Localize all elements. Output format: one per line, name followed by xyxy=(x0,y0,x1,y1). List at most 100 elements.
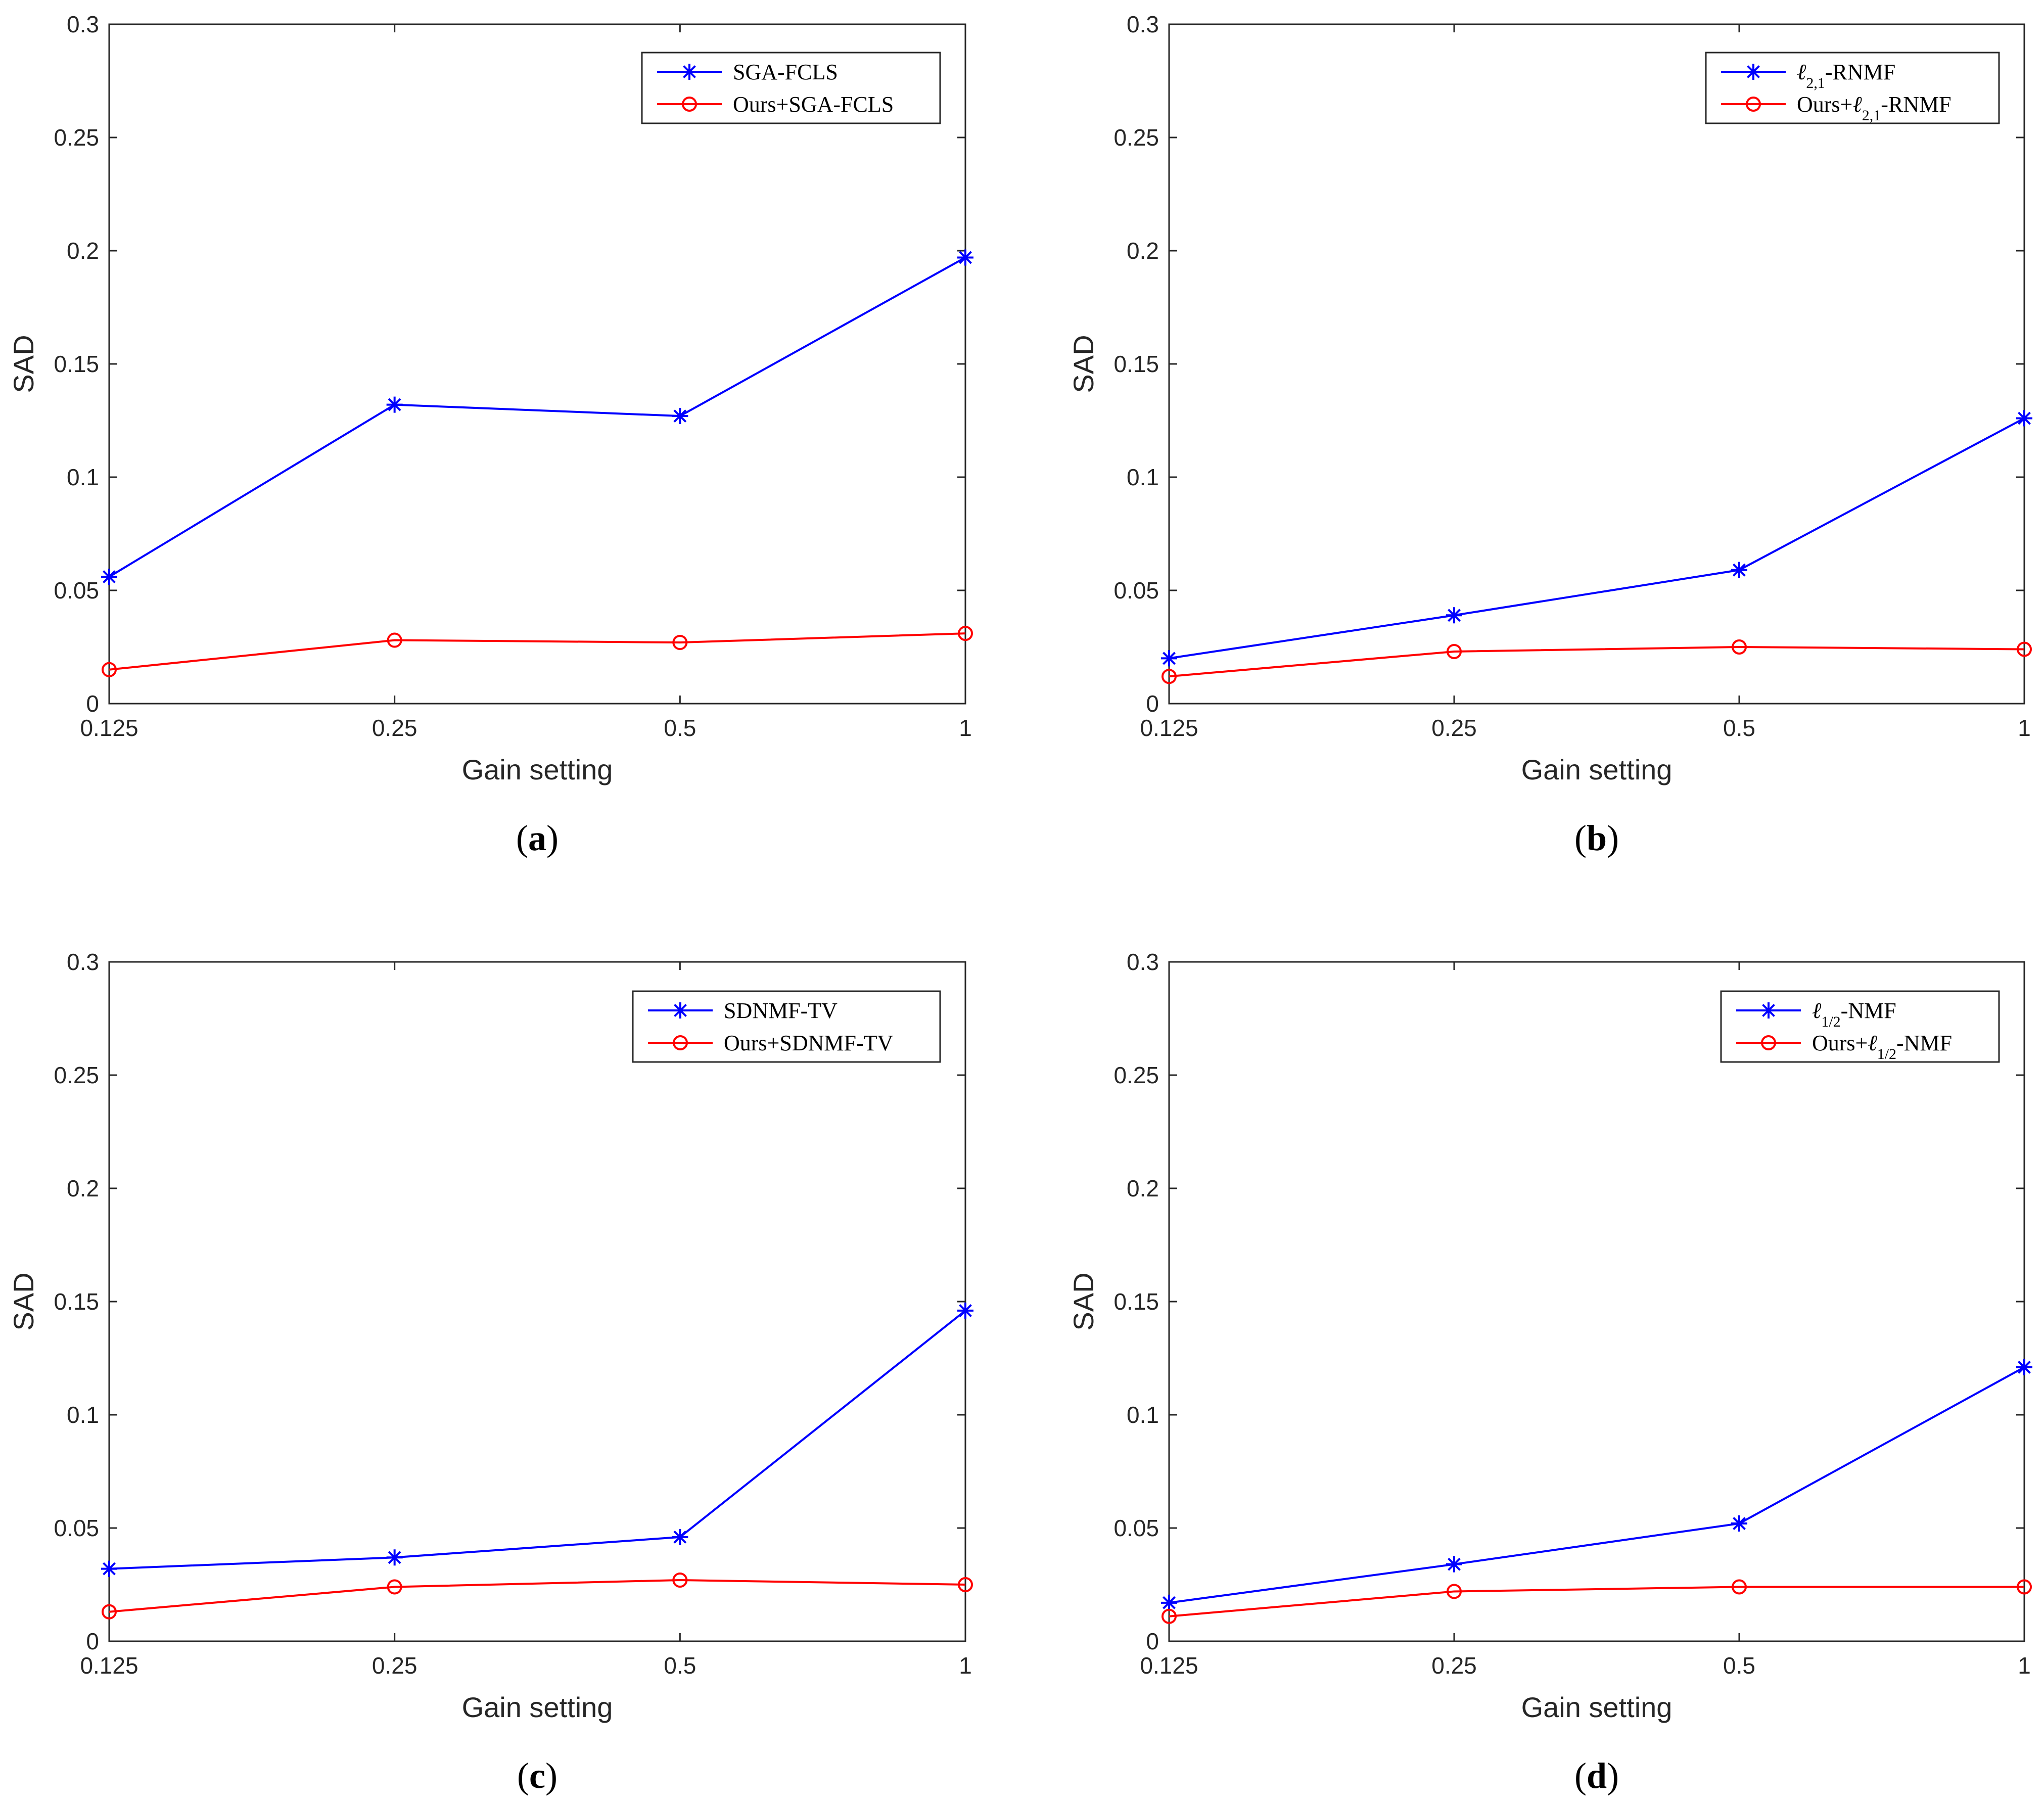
y-tick-label: 0.25 xyxy=(54,124,99,151)
x-tick-label: 0.5 xyxy=(1723,715,1755,741)
legend-entry: Ours+SGA-FCLS xyxy=(733,92,894,117)
legend-marker xyxy=(673,1035,688,1050)
series-line xyxy=(109,1579,966,1613)
data-point xyxy=(1446,1556,1462,1573)
x-tick-label: 0.25 xyxy=(1431,1652,1477,1679)
data-point xyxy=(102,1604,117,1620)
y-tick-label: 0.3 xyxy=(67,11,99,37)
legend-box xyxy=(632,990,941,1063)
y-axis-label: SAD xyxy=(1067,1272,1099,1330)
x-tick-label: 0.25 xyxy=(1431,715,1477,741)
axes-box xyxy=(1168,961,2025,1642)
series-line xyxy=(109,632,966,671)
series-method xyxy=(101,249,973,585)
data-point xyxy=(2016,410,2032,427)
y-tick-label: 0.1 xyxy=(1127,464,1159,490)
legend-entry: Ours+SDNMF-TV xyxy=(724,1031,894,1055)
data-point xyxy=(672,1573,688,1588)
data-point xyxy=(958,1577,973,1592)
data-point xyxy=(102,662,117,677)
x-axis-label: Gain setting xyxy=(1521,1691,1673,1723)
data-point xyxy=(1732,1579,1747,1595)
x-tick-label: 0.5 xyxy=(664,1652,696,1679)
y-axis-label: SAD xyxy=(8,335,39,393)
chart-panel-d: 0 0.05 0.1 0.15 0.2 0.25 0.3 0.125 0.25 0.5 1 Gain … xyxy=(1067,949,2032,1796)
series-line xyxy=(1169,645,2025,678)
y-tick-label: 0.05 xyxy=(1113,1515,1159,1541)
legend-entry: ℓ2,1-RNMF xyxy=(1797,60,1895,91)
legend-marker xyxy=(681,64,698,80)
series-line xyxy=(1169,417,2025,660)
y-tick-label: 0.3 xyxy=(1127,949,1159,975)
y-tick-label: 0 xyxy=(1146,690,1159,717)
series-ours xyxy=(102,1573,973,1620)
y-tick-label: 0.25 xyxy=(1113,124,1159,151)
data-point xyxy=(1446,607,1462,624)
x-tick-label: 1 xyxy=(2018,1652,2031,1679)
series-ours xyxy=(1162,639,2032,684)
y-tick-label: 0 xyxy=(86,690,99,717)
y-axis-label: SAD xyxy=(1067,335,1099,393)
data-point xyxy=(1447,1584,1462,1599)
y-tick-label: 0.2 xyxy=(1127,238,1159,264)
data-point xyxy=(101,1560,117,1577)
y-tick-label: 0.05 xyxy=(54,1515,99,1541)
x-tick-label: 1 xyxy=(959,715,972,741)
data-point xyxy=(386,396,403,413)
legend-marker xyxy=(1761,1035,1776,1050)
chart-panel-b: 0 0.05 0.1 0.15 0.2 0.25 0.3 0.125 0.25 0.5 1 Gain … xyxy=(1067,11,2032,858)
x-tick-label: 0.5 xyxy=(1723,1652,1755,1679)
panel-caption: (a) xyxy=(516,818,559,858)
y-tick-label: 0 xyxy=(1146,1628,1159,1654)
legend-marker xyxy=(672,1002,688,1019)
data-point xyxy=(1161,1594,1177,1611)
x-tick-label: 0.125 xyxy=(80,715,138,741)
y-tick-label: 0.15 xyxy=(1113,351,1159,377)
panel-caption: (d) xyxy=(1574,1755,1619,1796)
x-tick-label: 0.25 xyxy=(372,1652,417,1679)
data-point xyxy=(387,632,402,648)
x-axis-label: Gain setting xyxy=(462,754,613,785)
data-point xyxy=(1447,643,1462,659)
x-axis-label: Gain setting xyxy=(462,1691,613,1723)
panel-caption: (b) xyxy=(1574,818,1619,858)
y-tick-label: 0.2 xyxy=(67,1175,99,1201)
series-method xyxy=(1161,1359,2032,1611)
data-point xyxy=(386,1549,403,1566)
y-tick-label: 0.3 xyxy=(67,949,99,975)
data-point xyxy=(2017,641,2032,657)
y-tick-label: 0.05 xyxy=(1113,577,1159,604)
legend-marker xyxy=(1746,97,1761,112)
axes-box xyxy=(108,23,966,705)
data-point xyxy=(101,569,117,585)
data-point xyxy=(2017,1579,2032,1595)
y-tick-label: 0.15 xyxy=(54,351,99,377)
y-tick-label: 0.25 xyxy=(54,1062,99,1088)
legend-entry: Ours+ℓ1/2-NMF xyxy=(1812,1031,1952,1062)
series-line xyxy=(109,1310,966,1570)
y-tick-label: 0.05 xyxy=(54,577,99,604)
legend-marker xyxy=(1745,64,1761,80)
axes-box xyxy=(1168,23,2025,705)
series-line xyxy=(108,256,966,578)
data-point xyxy=(672,1529,688,1545)
data-point xyxy=(1731,1515,1747,1532)
legend-entry: Ours+ℓ2,1-RNMF xyxy=(1797,92,1952,124)
x-tick-label: 0.5 xyxy=(664,715,696,741)
data-point xyxy=(1162,1608,1177,1624)
data-point xyxy=(2016,1359,2032,1375)
y-tick-label: 0.1 xyxy=(1127,1402,1159,1428)
series-method xyxy=(1161,410,2032,667)
y-tick-label: 0.2 xyxy=(67,238,99,264)
data-point xyxy=(958,626,973,641)
legend-marker xyxy=(1760,1002,1777,1019)
y-axis-label: SAD xyxy=(8,1272,39,1330)
data-point xyxy=(1161,650,1177,667)
x-tick-label: 1 xyxy=(959,1652,972,1679)
data-point xyxy=(1162,669,1177,684)
chart-panel-c: 0 0.05 0.1 0.15 0.2 0.25 0.3 0.125 0.25 0.5 1 Gain … xyxy=(8,949,973,1796)
series-ours xyxy=(1162,1579,2032,1624)
x-tick-label: 0.125 xyxy=(80,1652,138,1679)
